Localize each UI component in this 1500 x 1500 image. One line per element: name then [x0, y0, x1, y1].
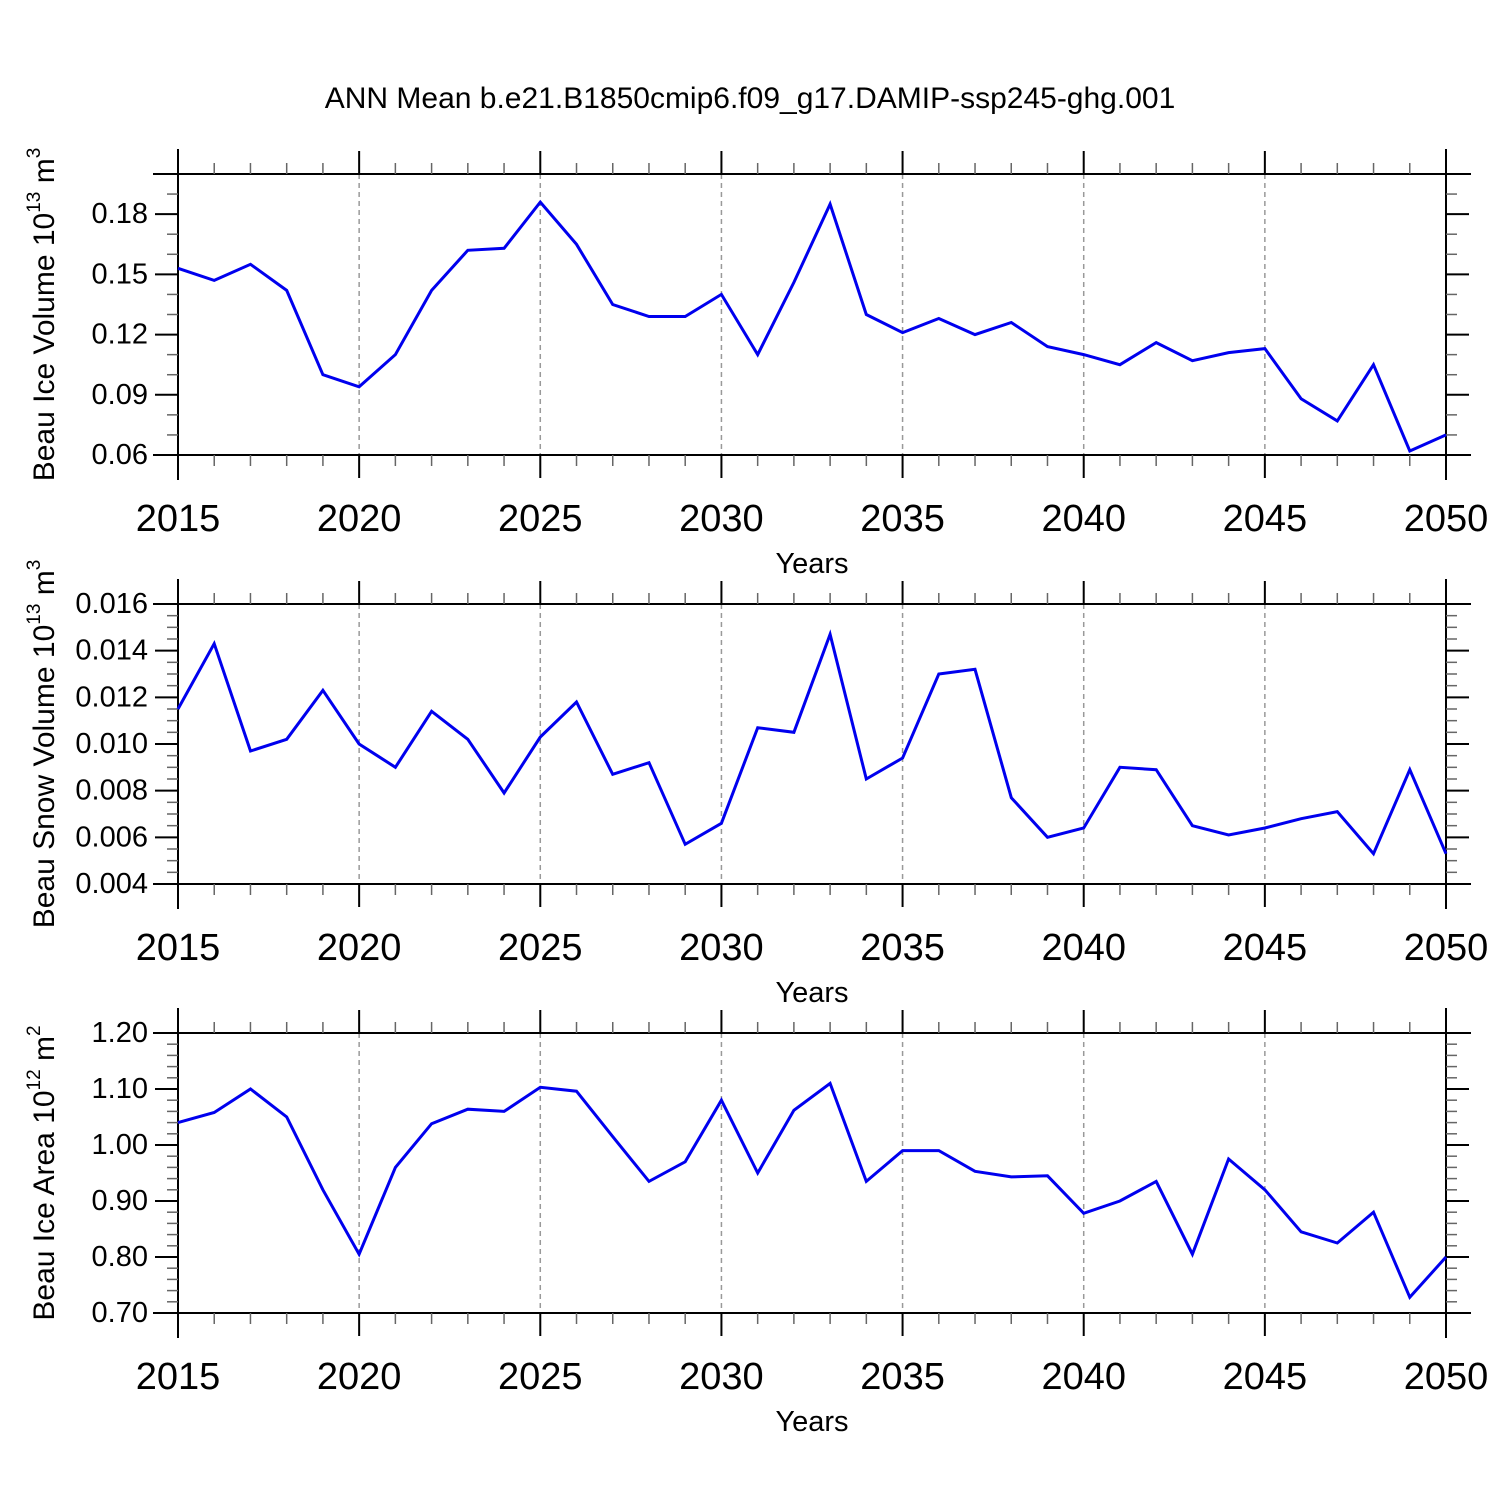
y-tick-label: 0.90	[92, 1185, 148, 1217]
figure-title: ANN Mean b.e21.B1850cmip6.f09_g17.DAMIP-…	[324, 82, 1176, 115]
panel-beau-snow-volume: 0.004 0.006 0.008 0.010 0.012 0.014 0.016 2015 2…	[24, 560, 1489, 1009]
y-tick-label: 0.18	[92, 198, 148, 230]
y-tick-label: 0.016	[75, 588, 148, 620]
x-tick-label-2035: 2035	[860, 498, 945, 540]
x-tick-label-2015: 2015	[136, 498, 221, 540]
data-line-beau-ice-volume	[177, 199, 1447, 453]
x-tick-label-2030: 2030	[679, 927, 764, 969]
y-axis-title: Beau Snow Volume 1013 m3	[24, 560, 61, 929]
x-axis-title: Years	[775, 977, 848, 1009]
x-tick-label-2045: 2045	[1223, 927, 1308, 969]
x-tick-label-2020: 2020	[317, 498, 402, 540]
x-tick-label-2045: 2045	[1223, 498, 1308, 540]
y-tick-label: 0.006	[75, 821, 148, 853]
x-tick-label-2040: 2040	[1041, 927, 1126, 969]
y-tick-label: 0.014	[75, 635, 148, 667]
x-tick-label-2050: 2050	[1404, 1356, 1489, 1398]
y-axis-title: Beau Ice Volume 1013 m3	[24, 148, 61, 482]
y-tick-label: 0.010	[75, 728, 148, 760]
y-tick-label: 0.15	[92, 258, 148, 290]
y-tick-label: 0.004	[75, 868, 148, 900]
y-tick-label: 0.80	[92, 1241, 148, 1273]
x-tick-label-2020: 2020	[317, 1356, 402, 1398]
x-tick-label-2030: 2030	[679, 498, 764, 540]
panel-beau-ice-volume: 0.06 0.09 0.12 0.15 0.18 2015 2020 2025 2030 2035…	[24, 148, 1489, 580]
x-tick-label-2050: 2050	[1404, 498, 1489, 540]
panel-beau-ice-area: 0.70 0.80 0.90 1.00 1.10 1.20 2015 2020 2025 2030…	[24, 1008, 1489, 1438]
y-tick-label: 0.008	[75, 775, 148, 807]
data-line-beau-ice-area	[177, 1081, 1448, 1301]
x-tick-label-2040: 2040	[1041, 498, 1126, 540]
y-tick-label: 0.70	[92, 1297, 148, 1329]
x-axis-title: Years	[775, 548, 848, 580]
y-tick-label: 0.12	[92, 319, 148, 351]
x-tick-label-2025: 2025	[498, 1356, 583, 1398]
y-tick-label: 1.00	[92, 1129, 148, 1161]
x-tick-label-2025: 2025	[498, 927, 583, 969]
x-tick-label-2015: 2015	[136, 927, 221, 969]
y-tick-label: 1.20	[92, 1017, 148, 1049]
x-tick-label-2040: 2040	[1041, 1356, 1126, 1398]
x-tick-label-2025: 2025	[498, 498, 583, 540]
x-tick-label-2030: 2030	[679, 1356, 764, 1398]
x-axis-title: Years	[775, 1406, 848, 1438]
y-tick-label: 1.10	[92, 1073, 148, 1105]
x-tick-label-2035: 2035	[860, 927, 945, 969]
x-tick-label-2015: 2015	[136, 1356, 221, 1398]
y-tick-label: 0.012	[75, 681, 148, 713]
y-tick-label: 0.09	[92, 379, 148, 411]
x-tick-label-2020: 2020	[317, 927, 402, 969]
x-tick-label-2050: 2050	[1404, 927, 1489, 969]
y-tick-label: 0.06	[92, 439, 148, 471]
y-axis-title: Beau Ice Area 1012 m2	[24, 1025, 61, 1320]
data-line-beau-snow-volume	[176, 629, 1448, 857]
x-tick-label-2045: 2045	[1223, 1356, 1308, 1398]
x-tick-label-2035: 2035	[860, 1356, 945, 1398]
